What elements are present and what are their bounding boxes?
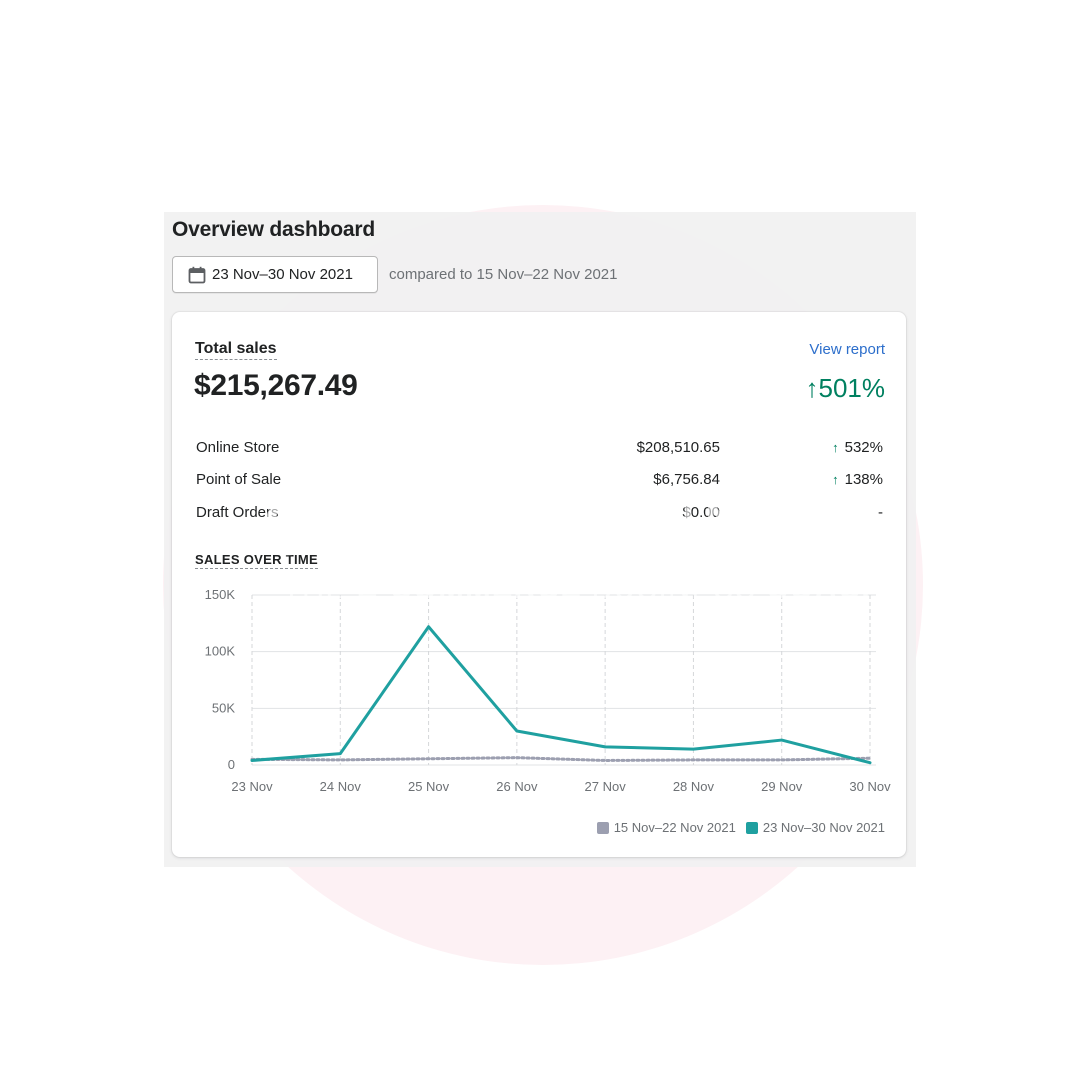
row-amount: $6,756.84 xyxy=(653,471,720,488)
row-change: ↑ 532% xyxy=(832,439,883,456)
arrow-up-icon: ↑ xyxy=(832,440,839,455)
arrow-up-icon: ↑ xyxy=(805,373,819,403)
sales-row-point-of-sale: Point of Sale $6,756.84 ↑ 138% xyxy=(172,471,906,493)
row-change: - xyxy=(878,504,883,521)
total-sales-label[interactable]: Total sales xyxy=(195,340,277,360)
sales-over-time-label[interactable]: SALES OVER TIME xyxy=(195,552,318,569)
chart-legend: 15 Nov–22 Nov 2021 23 Nov–30 Nov 2021 xyxy=(587,820,885,835)
arrow-up-icon: ↑ xyxy=(832,472,839,487)
compare-text: compared to 15 Nov–22 Nov 2021 xyxy=(389,266,618,283)
x-tick-label: 30 Nov xyxy=(849,779,891,794)
row-name: Draft Orders xyxy=(196,504,279,521)
sales-over-time-chart: 0 50K 100K 150K 23 Nov 24 Nov 25 Nov 26 Nov 27 N… xyxy=(205,587,891,794)
row-change-value: 138% xyxy=(844,471,883,488)
y-tick-label: 100K xyxy=(205,644,236,659)
y-tick-label: 0 xyxy=(228,757,235,772)
x-tick-label: 27 Nov xyxy=(585,779,627,794)
y-tick-label: 50K xyxy=(212,700,235,715)
row-change-value: 532% xyxy=(844,439,883,456)
row-amount: $208,510.65 xyxy=(636,439,720,456)
sales-row-draft-orders: Draft Orders $0.00 - xyxy=(172,504,906,526)
sales-row-online-store: Online Store $208,510.65 ↑ 532% xyxy=(172,439,906,461)
series-line-previous xyxy=(250,756,872,762)
x-tick-label: 29 Nov xyxy=(761,779,803,794)
legend-label: 23 Nov–30 Nov 2021 xyxy=(762,820,885,835)
page-title: Overview dashboard xyxy=(172,218,375,241)
series-line-current xyxy=(250,625,872,765)
legend-swatch xyxy=(596,821,609,834)
x-tick-label: 24 Nov xyxy=(320,779,362,794)
x-tick-label: 26 Nov xyxy=(496,779,538,794)
row-change-value: - xyxy=(878,504,883,521)
legend-item-previous: 15 Nov–22 Nov 2021 xyxy=(596,820,736,835)
y-tick-label: 150K xyxy=(205,587,236,602)
x-tick-label: 25 Nov xyxy=(408,779,450,794)
row-amount: $0.00 xyxy=(682,504,720,521)
row-change: ↑ 138% xyxy=(832,471,883,488)
total-sales-change: ↑501% xyxy=(806,373,886,404)
total-sales-card: Total sales View report $215,267.49 ↑501… xyxy=(172,312,906,857)
total-sales-change-value: 501% xyxy=(818,373,886,403)
total-sales-value: $215,267.49 xyxy=(194,369,358,402)
date-range-label: 23 Nov–30 Nov 2021 xyxy=(212,266,353,283)
legend-swatch xyxy=(745,821,758,834)
date-range-button[interactable]: 23 Nov–30 Nov 2021 xyxy=(172,256,378,293)
x-tick-label: 28 Nov xyxy=(673,779,715,794)
calendar-icon xyxy=(188,266,206,284)
row-name: Point of Sale xyxy=(196,471,282,488)
legend-label: 15 Nov–22 Nov 2021 xyxy=(613,820,736,835)
legend-item-current: 23 Nov–30 Nov 2021 xyxy=(745,820,885,835)
x-tick-label: 23 Nov xyxy=(231,779,273,794)
row-name: Online Store xyxy=(196,439,280,456)
view-report-link[interactable]: View report xyxy=(809,341,885,358)
